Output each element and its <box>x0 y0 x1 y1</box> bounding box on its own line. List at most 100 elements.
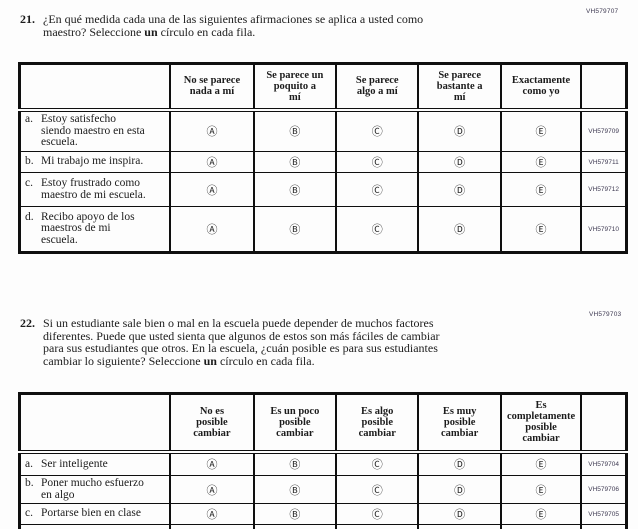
q21-row-b: b. Mi trabajo me inspira. Ⓐ Ⓑ Ⓒ Ⓓ Ⓔ VH579… <box>18 151 628 173</box>
q21-header-col4: Se parece bastante a mí <box>417 63 502 112</box>
q21-c-option-cell: Ⓓ <box>417 172 502 207</box>
q21-d-circle-d[interactable]: Ⓓ <box>454 223 466 236</box>
q22-b-option-cell: Ⓑ <box>252 475 338 504</box>
q21-b-option-cell: Ⓑ <box>252 151 338 173</box>
q22-header-code-col <box>580 393 628 454</box>
q21-c-circle-a[interactable]: Ⓐ <box>206 183 218 197</box>
q22-header-col2: Es un poco posible cambiar <box>252 393 338 454</box>
q22-row-a: a. Ser inteligente Ⓐ Ⓑ Ⓒ Ⓓ Ⓔ VH579704 <box>18 451 628 476</box>
q22-a-option-cell: Ⓓ <box>417 451 502 476</box>
q22-b-option-cell: Ⓐ <box>169 475 255 504</box>
q22-c-row-code: VH579705 <box>580 503 628 525</box>
q21-b-circle-c[interactable]: Ⓒ <box>371 156 383 169</box>
q21-c-circle-d[interactable]: Ⓓ <box>454 183 466 197</box>
q21-d-circle-c[interactable]: Ⓒ <box>371 223 383 236</box>
q21-a-option-cell: Ⓓ <box>417 109 502 152</box>
q21-header-col1: No se parece nada a mí <box>169 63 255 112</box>
q21-text-post: círculo en cada fila. <box>157 24 256 39</box>
q21-d-circle-e[interactable]: Ⓔ <box>535 223 547 236</box>
q21-header-row: No se parece nada a mí Se parece un poqu… <box>18 63 628 112</box>
q21-c-row-code: VH579712 <box>580 172 628 207</box>
q21-text-pre: ¿En qué medida cada una de las siguiente… <box>43 12 424 39</box>
q22-row-b: b. Poner mucho esfuerzo en algo Ⓐ Ⓑ Ⓒ Ⓓ Ⓔ… <box>18 475 628 504</box>
q21-c-circle-e[interactable]: Ⓔ <box>535 183 547 197</box>
q22-c-option-cell: Ⓔ <box>499 503 583 525</box>
q21-b-circle-d[interactable]: Ⓓ <box>454 156 466 169</box>
q21-b-circle-e[interactable]: Ⓔ <box>535 156 547 169</box>
q22-header-col1: No es posible cambiar <box>169 393 255 454</box>
q21-b-option-cell: Ⓐ <box>169 151 255 173</box>
row-text: Portarse bien en clase <box>41 507 141 520</box>
q22-header-col4: Es muy posible cambiar <box>417 393 502 454</box>
q22-d-option-cell <box>252 524 338 529</box>
q22-d-option-cell <box>335 524 420 529</box>
row-text: Mi trabajo me inspira. <box>41 155 144 168</box>
q21-a-circle-c[interactable]: Ⓒ <box>371 125 383 139</box>
q21-d-option-cell: Ⓓ <box>417 206 502 253</box>
q21-a-circle-e[interactable]: Ⓔ <box>535 125 547 139</box>
q22-a-circle-e[interactable]: Ⓔ <box>535 458 547 472</box>
q21-c-circle-c[interactable]: Ⓒ <box>371 183 383 197</box>
q21-response-table: No se parece nada a mí Se parece un poqu… <box>18 62 628 254</box>
row-text: Estoy frustrado como maestro de mi escue… <box>41 177 146 201</box>
q22-b-circle-b[interactable]: Ⓑ <box>289 483 301 497</box>
q22-c-option-cell: Ⓓ <box>417 503 502 525</box>
q22-text-bold: un <box>203 353 217 368</box>
q21-header-code-col <box>580 63 628 112</box>
q21-b-option-cell: Ⓔ <box>499 151 583 173</box>
q21-a-circle-a[interactable]: Ⓐ <box>206 125 218 139</box>
row-letter: b. <box>25 477 34 489</box>
q22-row-d-statement <box>18 524 172 529</box>
q22-b-option-cell: Ⓓ <box>417 475 502 504</box>
q21-row-a-statement: a. Estoy satisfecho siendo maestro en est… <box>18 109 172 152</box>
q22-row-c: c. Portarse bien en clase Ⓐ Ⓑ Ⓒ Ⓓ Ⓔ VH579… <box>18 503 628 525</box>
q21-number: 21. <box>20 12 35 26</box>
q22-a-circle-c[interactable]: Ⓒ <box>371 458 383 472</box>
q21-row-a: a. Estoy satisfecho siendo maestro en est… <box>18 109 628 152</box>
q22-a-circle-b[interactable]: Ⓑ <box>289 458 301 472</box>
q22-c-option-cell: Ⓒ <box>335 503 420 525</box>
q22-b-circle-a[interactable]: Ⓐ <box>206 483 218 497</box>
row-letter: d. <box>25 210 34 223</box>
q21-accession-code: VH579707 <box>586 8 619 15</box>
q22-b-circle-c[interactable]: Ⓒ <box>371 483 383 497</box>
q22-c-circle-c[interactable]: Ⓒ <box>371 508 383 521</box>
q22-c-circle-b[interactable]: Ⓑ <box>289 508 301 521</box>
q22-a-circle-a[interactable]: Ⓐ <box>206 458 218 472</box>
q21-c-option-cell: Ⓒ <box>335 172 420 207</box>
q21-d-circle-b[interactable]: Ⓑ <box>289 223 301 236</box>
q22-b-circle-e[interactable]: Ⓔ <box>535 483 547 497</box>
q21-c-option-cell: Ⓐ <box>169 172 255 207</box>
q22-c-circle-e[interactable]: Ⓔ <box>535 508 547 521</box>
q21-header-col3: Se parece algo a mí <box>335 63 420 112</box>
q21-c-option-cell: Ⓔ <box>499 172 583 207</box>
q21-d-circle-a[interactable]: Ⓐ <box>206 223 218 236</box>
q22-text-pre: Si un estudiante sale bien o mal en la e… <box>43 316 440 368</box>
row-text: Poner mucho esfuerzo en algo <box>41 477 144 501</box>
q22-a-circle-d[interactable]: Ⓓ <box>454 458 466 472</box>
q21-d-option-cell: Ⓒ <box>335 206 420 253</box>
q22-text-post: círculo en cada fila. <box>216 353 315 368</box>
q21-a-option-cell: Ⓐ <box>169 109 255 152</box>
q21-a-circle-b[interactable]: Ⓑ <box>289 125 301 139</box>
q21-row-c: c. Estoy frustrado como maestro de mi esc… <box>18 172 628 207</box>
q22-row-b-statement: b. Poner mucho esfuerzo en algo <box>18 475 172 504</box>
q21-c-circle-b[interactable]: Ⓑ <box>289 183 301 197</box>
q21-text-bold: un <box>144 24 158 39</box>
q22-c-circle-d[interactable]: Ⓓ <box>454 508 466 521</box>
row-text: Ser inteligente <box>41 457 108 470</box>
q21-d-option-cell: Ⓑ <box>252 206 338 253</box>
q21-b-circle-b[interactable]: Ⓑ <box>289 156 301 169</box>
q22-c-circle-a[interactable]: Ⓐ <box>206 508 218 521</box>
q22-text: Si un estudiante sale bien o mal en la e… <box>43 317 591 367</box>
q21-b-circle-a[interactable]: Ⓐ <box>206 156 218 169</box>
q21-a-circle-d[interactable]: Ⓓ <box>454 125 466 139</box>
q22-row-clipped <box>18 524 628 529</box>
row-letter: a. <box>25 113 33 125</box>
row-letter: c. <box>25 507 33 520</box>
q21-b-option-cell: Ⓓ <box>417 151 502 173</box>
q21-header-col5: Exactamente como yo <box>499 63 583 112</box>
q22-b-circle-d[interactable]: Ⓓ <box>454 483 466 497</box>
q21-b-row-code: VH579711 <box>580 151 628 173</box>
